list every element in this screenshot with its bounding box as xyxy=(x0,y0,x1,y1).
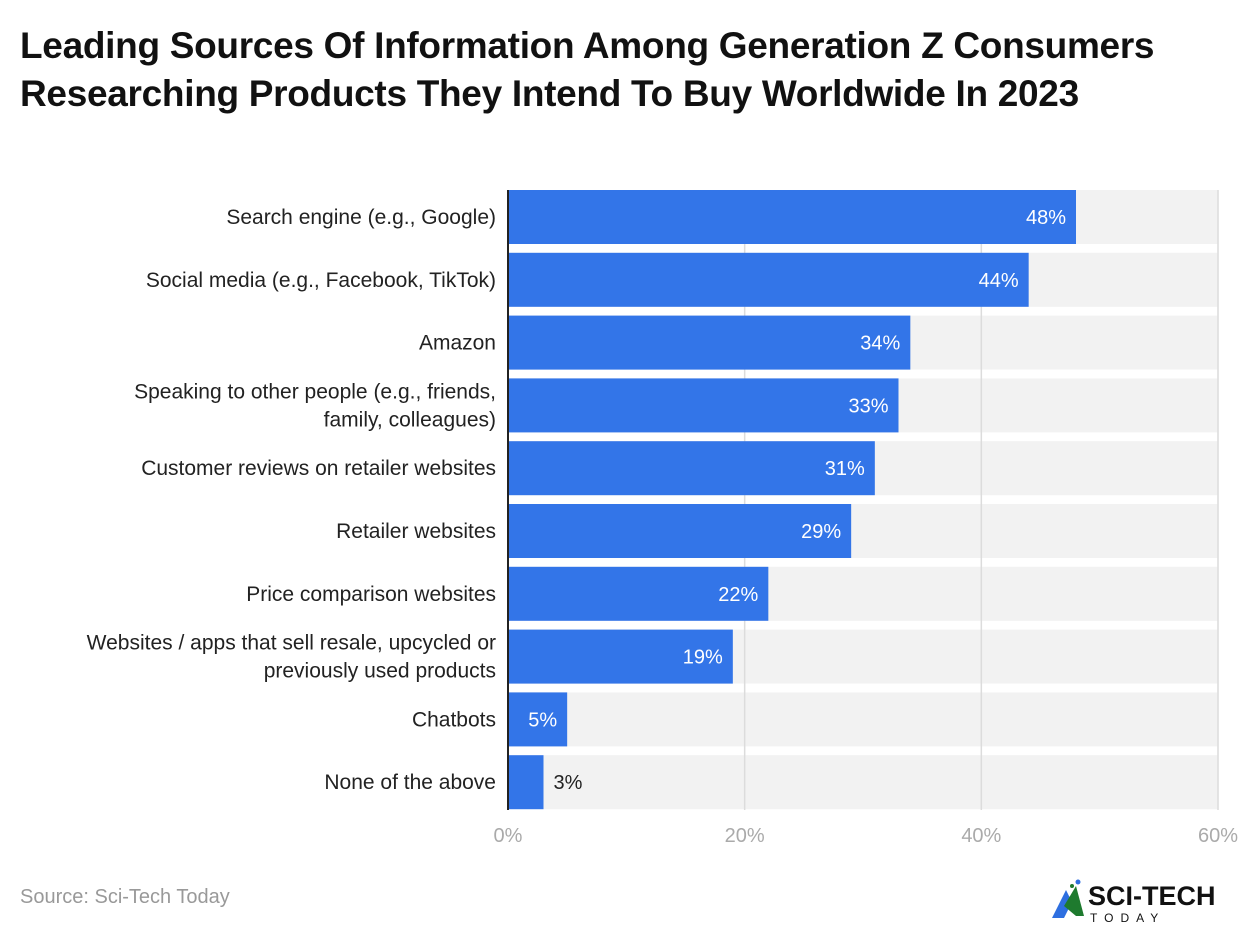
data-label: 5% xyxy=(528,709,557,731)
category-label: Amazon xyxy=(419,332,496,355)
data-label: 31% xyxy=(825,458,865,480)
x-tick-label: 0% xyxy=(494,825,523,847)
category-label: Social media (e.g., Facebook, TikTok) xyxy=(146,269,496,292)
bar xyxy=(508,566,769,621)
x-tick-label: 40% xyxy=(961,825,1001,847)
bar-track xyxy=(508,755,1218,810)
svg-text:TODAY: TODAY xyxy=(1090,911,1165,924)
category-label: family, colleagues) xyxy=(324,408,496,431)
category-label: Search engine (e.g., Google) xyxy=(226,206,496,229)
bar xyxy=(508,441,875,496)
category-label: previously used products xyxy=(264,660,496,683)
bar xyxy=(508,692,568,747)
data-label: 44% xyxy=(979,270,1019,292)
bar xyxy=(508,190,1076,244)
svg-text:SCI-TECH: SCI-TECH xyxy=(1088,881,1216,911)
bar-track xyxy=(508,692,1218,747)
bar xyxy=(508,755,544,810)
data-label: 48% xyxy=(1026,207,1066,229)
bar xyxy=(508,504,852,558)
sci-tech-today-logo: SCI-TECH TODAY xyxy=(1052,879,1216,924)
category-label: Price comparison websites xyxy=(246,583,496,606)
category-label: Websites / apps that sell resale, upcycl… xyxy=(87,632,496,655)
source-note: Source: Sci-Tech Today xyxy=(20,886,230,908)
data-label: 22% xyxy=(718,584,758,606)
category-label: Chatbots xyxy=(412,708,496,731)
x-tick-label: 60% xyxy=(1198,825,1238,847)
bar-chart: 0% 20% 40% 60% 48% Search engine (e.g., Googl… xyxy=(87,190,1238,847)
category-label: Speaking to other people (e.g., friends, xyxy=(134,380,496,403)
data-label: 29% xyxy=(801,521,841,543)
chart-title: Leading Sources Of Information Among Gen… xyxy=(20,25,1155,114)
bar xyxy=(508,629,733,684)
data-label: 19% xyxy=(683,647,723,669)
bar xyxy=(508,315,911,370)
bar xyxy=(508,252,1029,307)
category-label: Retailer websites xyxy=(336,520,496,543)
data-label: 34% xyxy=(860,333,900,355)
data-label: 3% xyxy=(554,772,583,794)
category-label: Customer reviews on retailer websites xyxy=(141,457,496,480)
data-label: 33% xyxy=(848,395,888,417)
category-label: None of the above xyxy=(324,771,496,794)
x-tick-label: 20% xyxy=(725,825,765,847)
bar xyxy=(508,378,899,433)
